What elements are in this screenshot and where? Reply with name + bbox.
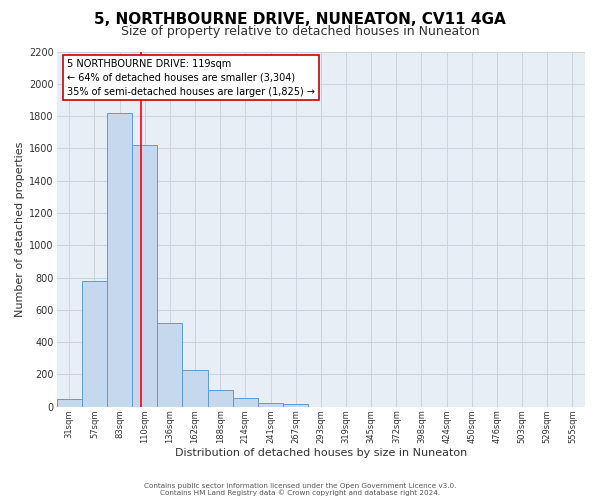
Text: 5, NORTHBOURNE DRIVE, NUNEATON, CV11 4GA: 5, NORTHBOURNE DRIVE, NUNEATON, CV11 4GA	[94, 12, 506, 28]
Bar	[56, 398, 82, 406]
Bar	[283, 404, 308, 406]
Bar	[107, 113, 132, 406]
Bar	[258, 402, 283, 406]
Text: Size of property relative to detached houses in Nuneaton: Size of property relative to detached ho…	[121, 25, 479, 38]
Text: Contains HM Land Registry data © Crown copyright and database right 2024.: Contains HM Land Registry data © Crown c…	[160, 490, 440, 496]
Bar	[82, 281, 107, 406]
Bar	[157, 322, 182, 406]
Bar	[132, 145, 157, 406]
Bar	[182, 370, 208, 406]
Text: Contains public sector information licensed under the Open Government Licence v3: Contains public sector information licen…	[144, 483, 456, 489]
Bar	[233, 398, 258, 406]
Bar	[208, 390, 233, 406]
X-axis label: Distribution of detached houses by size in Nuneaton: Distribution of detached houses by size …	[175, 448, 467, 458]
Y-axis label: Number of detached properties: Number of detached properties	[15, 142, 25, 317]
Text: 5 NORTHBOURNE DRIVE: 119sqm
← 64% of detached houses are smaller (3,304)
35% of : 5 NORTHBOURNE DRIVE: 119sqm ← 64% of det…	[67, 58, 315, 96]
